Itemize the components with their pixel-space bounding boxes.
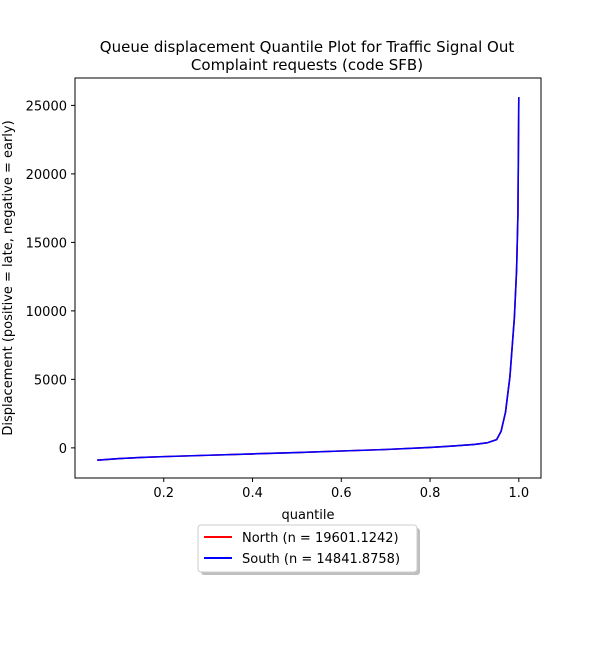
series-lines — [97, 97, 520, 461]
plot-frame — [74, 77, 542, 479]
series-line-south — [97, 97, 520, 461]
chart-title-line1: Queue displacement Quantile Plot for Tra… — [100, 38, 515, 56]
y-tick-label: 10000 — [26, 305, 67, 320]
x-tick-label: 1.0 — [508, 486, 529, 501]
x-tick-label: 0.8 — [420, 486, 441, 501]
legend-label-south: South (n = 14841.8758) — [242, 552, 400, 567]
series-line-north — [97, 97, 520, 461]
x-axis-label: quantile — [281, 508, 334, 523]
y-tick-label: 20000 — [26, 168, 67, 183]
legend-box — [197, 524, 418, 573]
y-tick-label: 5000 — [34, 373, 67, 388]
y-tick-label: 0 — [59, 442, 67, 457]
legend-label-north: North (n = 19601.1242) — [242, 531, 399, 546]
chart-title-line2: Complaint requests (code SFB) — [191, 56, 423, 74]
axis-ticks: 0.2 0.4 0.6 0.8 1.0 0 5000 10000 15000 20000 25000 — [26, 99, 530, 501]
legend: North (n = 19601.1242) South (n = 14841.… — [197, 524, 420, 575]
y-axis-label: Displacement (positive = late, negative … — [1, 120, 16, 435]
y-tick-label: 15000 — [26, 236, 67, 251]
x-tick-label: 0.4 — [242, 486, 263, 501]
x-tick-label: 0.2 — [153, 486, 174, 501]
x-tick-label: 0.6 — [331, 486, 352, 501]
y-tick-label: 25000 — [26, 99, 67, 114]
